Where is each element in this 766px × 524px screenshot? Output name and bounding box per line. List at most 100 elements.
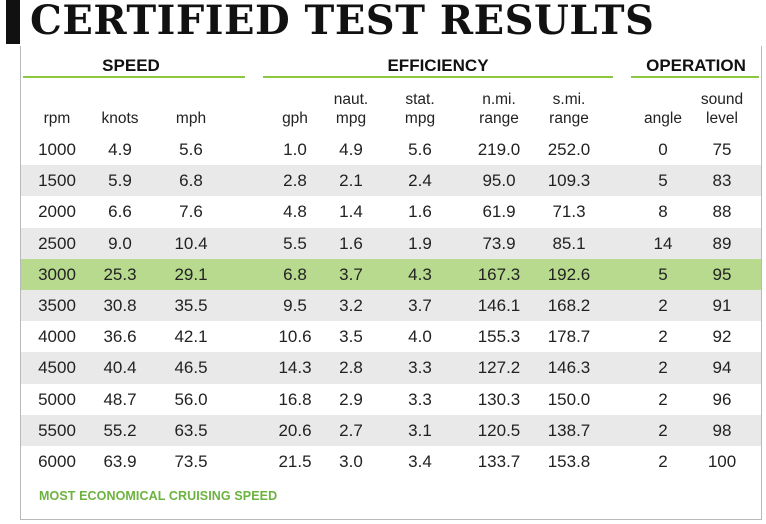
cell-gph: 16.8 xyxy=(278,389,312,409)
column-header-naut-mpg: naut. mpg xyxy=(333,91,369,127)
column-header-sound-level: sound level xyxy=(700,91,744,127)
cell-mph: 5.6 xyxy=(179,140,203,159)
cell-s-mi-range: 168.2 xyxy=(547,295,591,315)
table-row: 5000 48.7 56.0 16.8 2.9 3.3 130.3 150.0 2 96 xyxy=(21,384,761,415)
cell-s-mi-range: 150.0 xyxy=(547,389,591,409)
cell-naut-mpg: 2.7 xyxy=(339,420,363,440)
cell-n-mi-range: 95.0 xyxy=(482,171,516,191)
cell-gph: 20.6 xyxy=(278,420,312,440)
cell-mph: 7.6 xyxy=(179,202,203,222)
cell-stat-mpg: 3.3 xyxy=(408,358,432,378)
cell-knots: 4.9 xyxy=(108,140,132,159)
cell-naut-mpg: 2.9 xyxy=(339,389,363,409)
cell-s-mi-range: 178.7 xyxy=(547,327,591,347)
cell-rpm: 3000 xyxy=(38,264,76,284)
cell-knots: 6.6 xyxy=(108,202,132,222)
cell-knots: 9.0 xyxy=(108,233,132,253)
group-header-speed: SPEED xyxy=(102,56,160,75)
group-underline-speed xyxy=(23,76,245,78)
cell-stat-mpg: 1.9 xyxy=(408,233,432,253)
cell-sound-level: 95 xyxy=(712,264,732,284)
cell-rpm: 4000 xyxy=(38,327,76,347)
cell-stat-mpg: 4.0 xyxy=(408,327,432,347)
cell-n-mi-range: 61.9 xyxy=(482,202,516,222)
cell-naut-mpg: 3.5 xyxy=(339,327,363,347)
cell-n-mi-range: 127.2 xyxy=(477,358,521,378)
cell-n-mi-range: 146.1 xyxy=(477,295,521,315)
cell-sound-level: 94 xyxy=(712,358,732,378)
group-header-operation: OPERATION xyxy=(646,56,746,75)
cell-angle: 2 xyxy=(658,295,668,315)
table-row: 2500 9.0 10.4 5.5 1.6 1.9 73.9 85.1 14 89 xyxy=(21,227,761,259)
cell-s-mi-range: 71.3 xyxy=(552,202,586,222)
cell-angle: 2 xyxy=(658,358,668,378)
cell-s-mi-range: 146.3 xyxy=(547,358,591,378)
cell-knots: 40.4 xyxy=(103,358,137,378)
cell-gph: 4.8 xyxy=(283,202,307,222)
table-row: 3500 30.8 35.5 9.5 3.2 3.7 146.1 168.2 2 91 xyxy=(21,289,761,322)
cell-naut-mpg: 2.1 xyxy=(339,171,363,191)
cell-mph: 35.5 xyxy=(174,295,208,315)
cell-sound-level: 88 xyxy=(712,202,732,222)
cell-s-mi-range: 252.0 xyxy=(547,140,591,159)
cell-rpm: 5500 xyxy=(38,420,76,440)
cell-knots: 5.9 xyxy=(108,171,132,191)
cell-naut-mpg: 3.0 xyxy=(339,451,363,471)
cell-naut-mpg: 1.4 xyxy=(339,202,363,222)
cell-rpm: 3500 xyxy=(38,295,76,315)
column-header-angle: angle xyxy=(644,110,682,127)
table-row: 5500 55.2 63.5 20.6 2.7 3.1 120.5 138.7 2 98 xyxy=(21,414,761,446)
cell-mph: 46.5 xyxy=(174,358,208,378)
cell-mph: 56.0 xyxy=(174,389,208,409)
column-header-n-mi-range: n.mi. range xyxy=(479,91,519,127)
cell-gph: 1.0 xyxy=(283,140,307,159)
cell-angle: 5 xyxy=(658,171,668,191)
cell-angle: 0 xyxy=(658,140,668,159)
cell-stat-mpg: 4.3 xyxy=(408,264,432,284)
group-header-efficiency: EFFICIENCY xyxy=(387,56,489,75)
cell-knots: 25.3 xyxy=(103,264,137,284)
results-table: SPEED EFFICIENCY OPERATION rpm knots mph gp… xyxy=(20,46,762,520)
cell-angle: 8 xyxy=(658,202,668,222)
table-row: 1000 4.9 5.6 1.0 4.9 5.6 219.0 252.0 0 75 xyxy=(21,134,761,165)
cell-naut-mpg: 3.7 xyxy=(339,264,363,284)
cell-s-mi-range: 85.1 xyxy=(552,233,586,253)
table-row: 4500 40.4 46.5 14.3 2.8 3.3 127.2 146.3 2 94 xyxy=(21,352,761,384)
cell-stat-mpg: 3.1 xyxy=(408,420,432,440)
cell-n-mi-range: 133.7 xyxy=(477,451,521,471)
cell-naut-mpg: 4.9 xyxy=(339,140,363,159)
cell-n-mi-range: 130.3 xyxy=(477,389,521,409)
cell-n-mi-range: 155.3 xyxy=(477,327,521,347)
cell-angle: 2 xyxy=(658,420,668,440)
cell-mph: 42.1 xyxy=(174,327,208,347)
cell-n-mi-range: 167.3 xyxy=(477,264,521,284)
table-row: 4000 36.6 42.1 10.6 3.5 4.0 155.3 178.7 2 92 xyxy=(21,321,761,352)
cell-gph: 5.5 xyxy=(283,233,307,253)
title-accent-bar xyxy=(6,0,20,44)
cell-n-mi-range: 73.9 xyxy=(482,233,516,253)
cell-knots: 63.9 xyxy=(103,451,137,471)
table-row: 6000 63.9 73.5 21.5 3.0 3.4 133.7 153.8 2 100 xyxy=(21,446,761,477)
cell-rpm: 2500 xyxy=(38,233,76,253)
cell-gph: 21.5 xyxy=(278,451,312,471)
cell-stat-mpg: 3.4 xyxy=(408,451,432,471)
cell-gph: 2.8 xyxy=(283,171,307,191)
cell-sound-level: 92 xyxy=(712,327,732,347)
cell-stat-mpg: 3.3 xyxy=(408,389,432,409)
cell-gph: 9.5 xyxy=(283,295,307,315)
cell-mph: 6.8 xyxy=(179,171,203,191)
cell-sound-level: 96 xyxy=(712,389,732,409)
cell-angle: 2 xyxy=(658,389,668,409)
cell-gph: 6.8 xyxy=(283,264,307,284)
cell-sound-level: 75 xyxy=(712,140,732,159)
cell-angle: 2 xyxy=(658,327,668,347)
cell-n-mi-range: 219.0 xyxy=(477,140,521,159)
cell-angle: 5 xyxy=(658,264,668,284)
cell-angle: 14 xyxy=(653,233,673,253)
legend-label: MOST ECONOMICAL CRUISING SPEED xyxy=(39,489,278,503)
cell-stat-mpg: 2.4 xyxy=(408,171,432,191)
cell-angle: 2 xyxy=(658,451,668,471)
table-row: 2000 6.6 7.6 4.8 1.4 1.6 61.9 71.3 8 88 xyxy=(21,196,761,227)
page-title: CERTIFIED TEST RESULTS xyxy=(30,0,655,44)
cell-s-mi-range: 153.8 xyxy=(547,451,591,471)
